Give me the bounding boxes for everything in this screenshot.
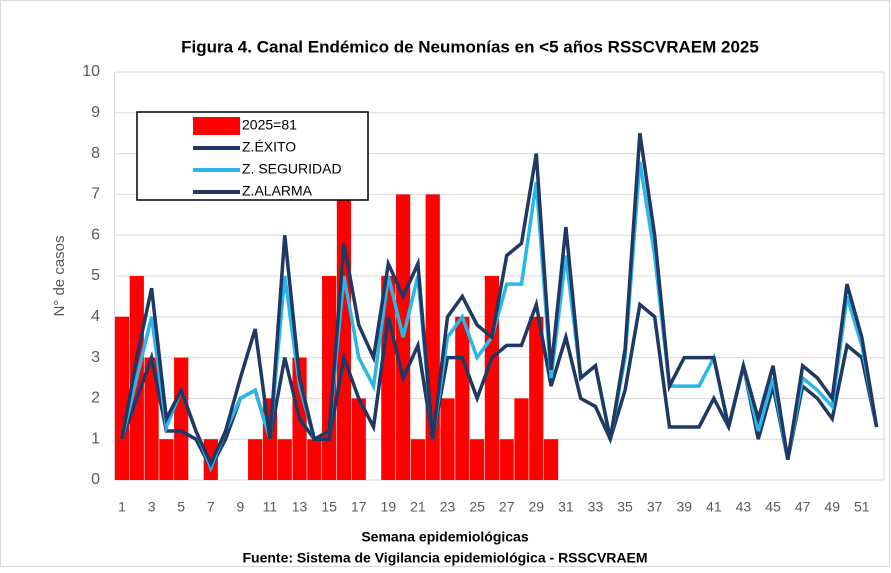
y-tick-label: 9 — [91, 104, 100, 121]
y-axis-label: N° de casos — [51, 235, 68, 316]
source-note: Fuente: Sistema de Vigilancia epidemioló… — [242, 550, 647, 566]
x-tick-label: 35 — [617, 499, 633, 515]
bar — [174, 357, 189, 480]
y-tick-label: 0 — [91, 471, 100, 488]
bar — [514, 398, 529, 480]
y-tick-label: 4 — [91, 308, 100, 325]
x-tick-label: 45 — [765, 499, 781, 515]
bar — [159, 439, 174, 480]
y-tick-label: 1 — [91, 430, 100, 447]
bar — [440, 398, 455, 480]
legend-box — [136, 111, 369, 201]
bar — [114, 316, 130, 480]
bar — [277, 439, 292, 480]
x-tick-label: 3 — [148, 499, 156, 515]
x-tick-label: 39 — [676, 499, 692, 515]
x-tick-label: 51 — [854, 499, 870, 515]
y-tick-label: 7 — [91, 186, 100, 203]
y-tick-label: 5 — [91, 267, 100, 284]
line-series — [120, 132, 879, 468]
legend-label: Z. SEGURIDAD — [242, 161, 342, 177]
x-tick-label: 25 — [469, 499, 485, 515]
legend-label: 2025=81 — [242, 117, 297, 133]
bar — [470, 439, 485, 480]
bar — [410, 439, 426, 480]
bar — [351, 398, 366, 480]
bar — [307, 439, 322, 480]
x-tick-label: 33 — [588, 499, 604, 515]
legend-label: Z.ÉXITO — [242, 139, 296, 155]
bar — [529, 316, 544, 480]
x-tick-label: 47 — [795, 499, 811, 515]
chart-title: Figura 4. Canal Endémico de Neumonías en… — [181, 37, 759, 56]
y-tick-label: 3 — [91, 349, 100, 366]
x-tick-label: 5 — [177, 499, 185, 515]
x-tick-label: 9 — [236, 499, 244, 515]
x-tick-label: 11 — [263, 499, 278, 515]
bar — [248, 439, 263, 480]
x-tick-label: 27 — [499, 499, 515, 515]
x-tick-label: 49 — [824, 499, 840, 515]
x-tick-label: 43 — [736, 499, 752, 515]
x-tick-label: 31 — [558, 499, 574, 515]
x-tick-label: 7 — [207, 499, 215, 515]
x-tick-label: 37 — [647, 499, 663, 515]
x-tick-label: 19 — [381, 499, 397, 515]
x-tick-label: 15 — [321, 499, 337, 515]
x-tick-label: 13 — [292, 499, 308, 515]
bar — [499, 439, 514, 480]
legend-swatch — [193, 117, 240, 135]
bar — [144, 357, 159, 480]
x-tick-label: 17 — [351, 499, 367, 515]
bar — [543, 439, 559, 480]
x-tick-label: 23 — [440, 499, 456, 515]
x-tick-label: 29 — [529, 499, 545, 515]
x-tick-label: 41 — [706, 499, 722, 515]
y-tick-label: 6 — [91, 226, 100, 243]
bar — [336, 112, 352, 481]
x-axis-label: Semana epidemiológicas — [361, 529, 528, 545]
y-tick-label: 10 — [82, 63, 100, 80]
y-tick-label: 8 — [91, 145, 100, 162]
bar — [455, 316, 470, 480]
legend-label: Z.ALARMA — [242, 183, 313, 199]
y-tick-label: 2 — [91, 390, 100, 407]
x-tick-label: 21 — [410, 499, 426, 515]
x-tick-label: 1 — [118, 499, 126, 515]
